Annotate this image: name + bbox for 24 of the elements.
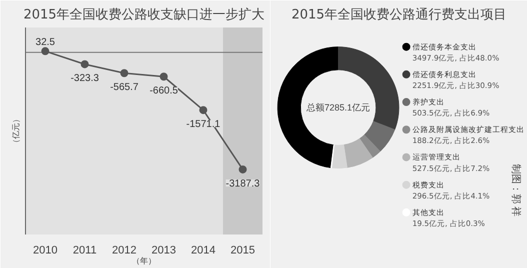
point — [238, 165, 247, 174]
point — [120, 69, 128, 78]
data-label: -565.7 — [110, 82, 139, 94]
text: 制图：郭 祥 — [510, 164, 522, 217]
data-label: 32.5 — [36, 37, 56, 48]
y-axis-title: （亿元） — [12, 115, 20, 147]
chart-title: 2015年全国收费公路收支缺口进一步扩大 — [23, 8, 265, 22]
data-label: -323.3 — [70, 73, 100, 84]
text: 总额7285.1亿元 — [306, 102, 370, 113]
x-tick-label: 2010 — [33, 244, 58, 256]
x-axis-title: （年） — [132, 256, 156, 266]
x-tick-label: 2015 — [230, 244, 255, 256]
x-tick-label: 2011 — [72, 244, 97, 256]
x-tick-label: 2014 — [191, 244, 216, 256]
x-tick-label: 2012 — [112, 244, 136, 256]
data-label: -1571.1 — [186, 119, 221, 130]
chart-title: 2015年全国收费公路通行费支出项目 — [291, 8, 507, 22]
point — [80, 60, 89, 68]
data-label: -660.5 — [150, 86, 178, 97]
data-label: -3187.3 — [226, 178, 260, 190]
x-tick-label: 2013 — [152, 244, 176, 256]
point — [41, 47, 50, 56]
point — [160, 72, 168, 81]
point — [199, 106, 208, 114]
